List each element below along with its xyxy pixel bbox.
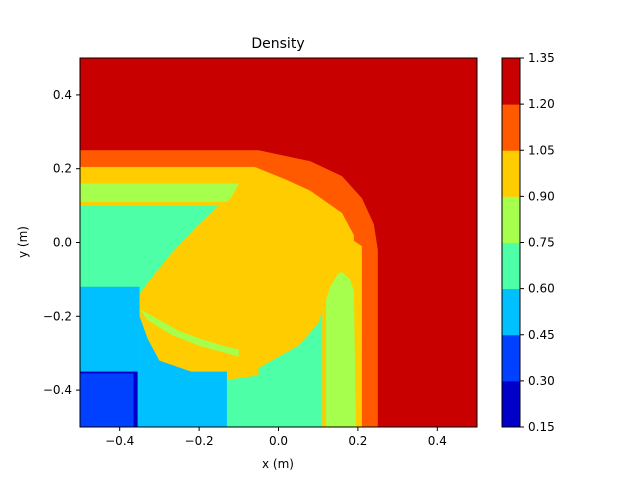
colorbar-swatch (502, 150, 520, 197)
colorbar: 0.15 0.30 0.45 0.60 0.75 0.90 1.05 1.20 1.35 (501, 51, 555, 434)
y-tick-label: −0.2 (43, 309, 72, 323)
colorbar-tick-label: 0.75 (528, 236, 555, 250)
colorbar-tick-label: 0.60 (528, 282, 555, 296)
density-region-7 (147, 177, 354, 368)
y-axis-label: y (m) (16, 226, 30, 258)
density-region-5 (139, 308, 239, 357)
colorbar-tick-label: 1.35 (528, 51, 555, 65)
x-axis-label: x (m) (262, 457, 294, 471)
colorbar-tick-label: 1.20 (528, 97, 555, 111)
y-axis: 0.4 0.2 0.0 −0.2 −0.4 (43, 88, 80, 397)
colorbar-swatch (502, 242, 520, 290)
x-tick-label: −0.2 (185, 434, 214, 448)
y-tick-label: 0.4 (53, 88, 72, 102)
density-region-3 (80, 183, 239, 202)
x-tick-label: 0.4 (428, 434, 447, 448)
colorbar-swatch (502, 196, 520, 243)
colorbar-swatch (502, 334, 520, 382)
density-region-11 (80, 371, 136, 374)
x-tick-label: 0.2 (348, 434, 367, 448)
chart-title: Density (251, 36, 304, 52)
y-tick-label: −0.4 (43, 383, 72, 397)
density-region-12 (133, 371, 138, 427)
x-tick-label: 0.0 (269, 434, 288, 448)
x-axis: −0.4 −0.2 0.0 0.2 0.4 (105, 427, 447, 448)
y-tick-label: 0.2 (53, 162, 72, 176)
density-region-10 (80, 371, 138, 427)
colorbar-swatch (502, 288, 520, 336)
colorbar-tick-label: 0.45 (528, 328, 555, 342)
colorbar-swatch (502, 104, 520, 151)
density-region-4 (326, 272, 356, 427)
density-region-9 (139, 316, 227, 427)
plot-area (80, 58, 477, 427)
x-tick-label: −0.4 (105, 434, 134, 448)
colorbar-tick-label: 0.15 (528, 420, 555, 434)
colorbar-tick-label: 0.90 (528, 189, 555, 203)
colorbar-swatch (502, 380, 520, 428)
colorbar-tick-label: 1.05 (528, 143, 555, 157)
y-tick-label: 0.0 (53, 236, 72, 250)
colorbar-tick-label: 0.30 (528, 374, 555, 388)
colorbar-swatch (502, 58, 520, 105)
